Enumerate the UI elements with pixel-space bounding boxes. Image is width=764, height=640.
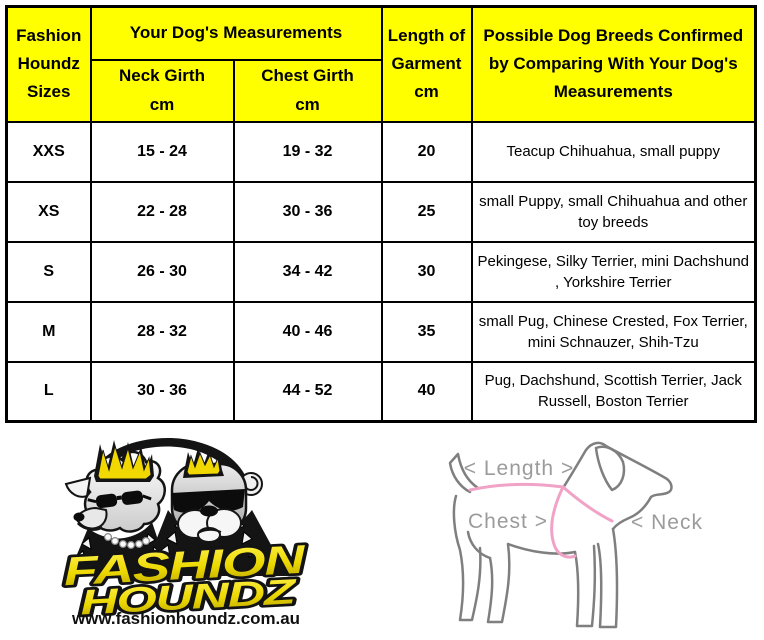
length-label: < Length > bbox=[464, 457, 574, 480]
garment-length-value: 35 bbox=[380, 300, 473, 363]
size-label: S bbox=[5, 240, 92, 303]
neck-girth-value: 22 - 28 bbox=[89, 180, 235, 243]
length-line bbox=[468, 482, 565, 492]
right-dog-sunglasses-icon bbox=[171, 489, 245, 513]
left-dog-nose bbox=[73, 512, 85, 522]
harness-measurement-lines bbox=[468, 482, 614, 559]
chest-line bbox=[550, 485, 577, 559]
measurement-diagram: < Length > Chest > < Neck bbox=[448, 441, 703, 629]
logo-website-url: www.fashionhoundz.com.au bbox=[71, 609, 300, 628]
left-dog-jacket bbox=[68, 522, 170, 576]
neck-label: < Neck bbox=[631, 511, 703, 534]
dog-ear bbox=[594, 445, 626, 492]
size-chart-body: XXS 15 - 24 19 - 32 20 Teacup Chihuahua,… bbox=[5, 120, 757, 423]
breeds-value: Teacup Chihuahua, small puppy bbox=[470, 120, 757, 183]
size-chart-table: Fashion Houndz Sizes Your Dog's Measurem… bbox=[5, 5, 757, 423]
left-dog-ear bbox=[64, 476, 92, 498]
size-row-xs: XS 22 - 28 30 - 36 25 small Puppy, small… bbox=[5, 180, 757, 243]
size-chart-header: Fashion Houndz Sizes Your Dog's Measurem… bbox=[5, 5, 757, 123]
size-label: M bbox=[5, 300, 92, 363]
left-dog-illustration bbox=[64, 440, 170, 576]
chest-girth-value: 44 - 52 bbox=[232, 360, 383, 423]
garment-length-value: 20 bbox=[380, 120, 473, 183]
dog-tail bbox=[448, 452, 480, 494]
chest-girth-value: 34 - 42 bbox=[232, 240, 383, 303]
size-row-xxs: XXS 15 - 24 19 - 32 20 Teacup Chihuahua,… bbox=[5, 120, 757, 183]
size-label: XXS bbox=[5, 120, 92, 183]
garment-length-value: 40 bbox=[380, 360, 473, 423]
dog-outline-sketch bbox=[448, 441, 673, 629]
col-header-chest-girth: Chest Girth cm bbox=[232, 58, 383, 123]
neck-girth-value: 15 - 24 bbox=[89, 120, 235, 183]
size-row-l: L 30 - 36 44 - 52 40 Pug, Dachshund, Sco… bbox=[5, 360, 757, 423]
garment-length-value: 25 bbox=[380, 180, 473, 243]
dog-rear-leg bbox=[486, 542, 511, 624]
fashion-houndz-logo: FASHION HOUNDZ www.fashionhoundz.com.au bbox=[60, 437, 310, 628]
size-label: XS bbox=[5, 180, 92, 243]
col-header-breeds: Possible Dog Breeds Confirmed by Compari… bbox=[470, 5, 757, 123]
dog-front-leg bbox=[573, 544, 597, 628]
neck-girth-value: 28 - 32 bbox=[89, 300, 235, 363]
dog-haunch bbox=[466, 530, 492, 560]
dog-front-leg bbox=[596, 527, 619, 629]
chest-girth-value: 40 - 46 bbox=[232, 300, 383, 363]
chest-girth-value: 30 - 36 bbox=[232, 180, 383, 243]
chest-label: Chest > bbox=[468, 510, 548, 533]
right-dog-mohawk-icon bbox=[186, 451, 221, 476]
col-header-sizes: Fashion Houndz Sizes bbox=[5, 5, 92, 123]
right-dog-mouth bbox=[197, 528, 222, 534]
dog-belly bbox=[506, 542, 577, 555]
right-dog-illustration bbox=[142, 448, 288, 576]
breeds-value: small Pug, Chinese Crested, Fox Terrier,… bbox=[470, 300, 757, 363]
neck-line bbox=[561, 485, 614, 523]
chest-girth-value: 19 - 32 bbox=[232, 120, 383, 183]
neck-girth-value: 26 - 30 bbox=[89, 240, 235, 303]
size-row-m: M 28 - 32 40 - 46 35 small Pug, Chinese … bbox=[5, 300, 757, 363]
dog-head bbox=[561, 441, 673, 531]
header-row-top: Fashion Houndz Sizes Your Dog's Measurem… bbox=[5, 5, 757, 123]
header-row-sub: Neck Girth cm Chest Girth cm bbox=[7, 58, 756, 123]
pearl-necklace bbox=[103, 532, 150, 549]
col-header-neck-girth: Neck Girth cm bbox=[89, 58, 235, 123]
breeds-value: Pekingese, Silky Terrier, mini Dachshund… bbox=[470, 240, 757, 303]
dog-rear-leg bbox=[452, 494, 482, 622]
size-label: L bbox=[5, 360, 92, 423]
jacket-spikes bbox=[74, 533, 163, 564]
left-dog-mohawk-icon bbox=[97, 444, 152, 480]
left-dog-mouth bbox=[76, 521, 103, 531]
breeds-value: small Puppy, small Chihuahua and other t… bbox=[470, 180, 757, 243]
left-dog-sunglasses-icon bbox=[87, 490, 152, 509]
col-header-garment-length: Length of Garment cm bbox=[380, 5, 473, 123]
garment-length-value: 30 bbox=[380, 240, 473, 303]
col-header-measurements-group: Your Dog's Measurements bbox=[89, 5, 383, 61]
right-dog-nose bbox=[200, 505, 218, 517]
neck-girth-value: 30 - 36 bbox=[89, 360, 235, 423]
size-row-s: S 26 - 30 34 - 42 30 Pekingese, Silky Te… bbox=[5, 240, 757, 303]
breeds-value: Pug, Dachshund, Scottish Terrier, Jack R… bbox=[470, 360, 757, 423]
